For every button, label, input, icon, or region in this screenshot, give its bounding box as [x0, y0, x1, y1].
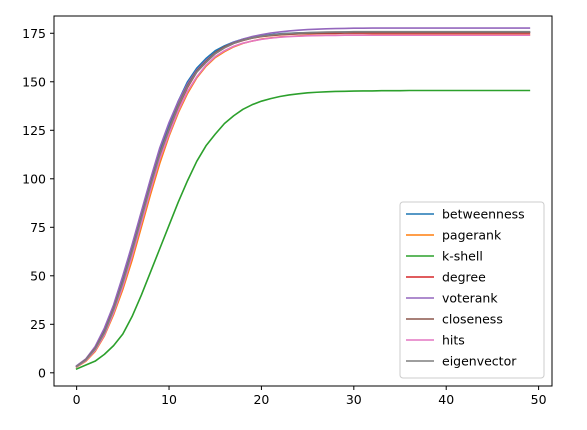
legend: betweenness pagerank k-shell degree voterank…	[399, 201, 545, 379]
x-tick-label: 50	[531, 392, 547, 407]
series-line-voterank	[75, 27, 531, 367]
legend-label-k-shell: k-shell	[442, 249, 483, 264]
legend-label-hits: hits	[442, 333, 465, 348]
y-tick-label: 150	[22, 74, 46, 89]
legend-label-eigenvector: eigenvector	[442, 354, 517, 369]
y-tick-label: 50	[30, 268, 46, 283]
x-tick-label: 0	[73, 392, 81, 407]
plot-frame	[53, 15, 553, 387]
series-line-eigenvector	[75, 30, 531, 368]
legend-box	[399, 201, 545, 379]
x-tick-label: 20	[253, 392, 269, 407]
x-tick-label: 10	[161, 392, 177, 407]
x-tick-label: 40	[438, 392, 454, 407]
x-axis-ticks: 0 10 20 30 40 50	[73, 386, 547, 407]
y-tick-label: 175	[22, 26, 46, 41]
legend-label-degree: degree	[442, 270, 486, 285]
x-tick-label: 30	[346, 392, 362, 407]
legend-label-closeness: closeness	[442, 312, 503, 327]
series-lines	[75, 27, 531, 370]
legend-label-betweenness: betweenness	[442, 207, 525, 222]
y-tick-label: 100	[22, 171, 46, 186]
y-tick-label: 125	[22, 123, 46, 138]
legend-label-pagerank: pagerank	[442, 228, 502, 243]
y-axis-ticks: 0 25 50 75 100 125 150 175	[22, 26, 54, 380]
legend-label-voterank: voterank	[442, 291, 498, 306]
y-tick-label: 0	[38, 365, 46, 380]
series-line-hits	[75, 34, 531, 368]
y-tick-label: 75	[30, 220, 46, 235]
y-tick-label: 25	[30, 317, 46, 332]
series-line-k-shell	[75, 89, 531, 370]
